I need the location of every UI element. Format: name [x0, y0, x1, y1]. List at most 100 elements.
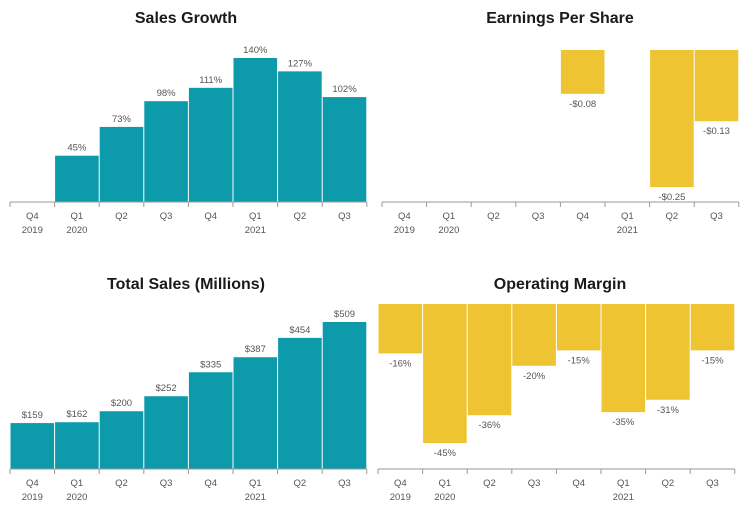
data-label: -35% [612, 417, 635, 428]
tick-label-quarter: Q1 [71, 211, 84, 222]
chart-title: Earnings Per Share [486, 10, 634, 27]
data-label: $159 [22, 410, 43, 421]
bar [378, 304, 423, 354]
tick-label-quarter: Q3 [338, 478, 351, 489]
tick-label-quarter: Q4 [204, 211, 217, 222]
tick-label-year: 2021 [613, 492, 634, 503]
tick-label-quarter: Q2 [666, 211, 679, 222]
bar [188, 87, 233, 202]
data-label: -15% [568, 355, 591, 366]
bar [512, 304, 556, 366]
bar [423, 304, 467, 443]
tick-label-quarter: Q2 [115, 211, 128, 222]
bar [690, 304, 735, 351]
data-label: -20% [523, 371, 546, 382]
tick-label-year: 2020 [66, 225, 87, 236]
tick-label-quarter: Q3 [338, 211, 351, 222]
chart-panel-operating-margin: Operating Margin -16% -45% -36% -20% -15% -35… [374, 276, 746, 516]
earnings-per-share-chart: -$0.08 -$0.25 -$0.13 Q4 2019 Q1 2020 Q2 Q3 Q4 Q1 20… [381, 50, 740, 236]
tick-label-quarter: Q4 [576, 211, 589, 222]
data-label: 45% [67, 143, 87, 154]
chart-panel-sales-growth: Sales Growth 45% 73% 98% 111% 140% 127% 102% Q4… [0, 10, 372, 250]
bar [467, 304, 512, 416]
data-label: 127% [288, 58, 313, 69]
tick-label-quarter: Q1 [617, 478, 630, 489]
operating-margin-chart: -16% -45% -36% -20% -15% -35% -31% -15% Q4 2019 Q1… [377, 304, 736, 503]
tick-label-quarter: Q1 [249, 211, 262, 222]
bar [646, 304, 690, 400]
bar [556, 304, 601, 351]
bar [233, 58, 278, 202]
data-label: -15% [701, 355, 724, 366]
bar [55, 422, 99, 469]
tick-label-quarter: Q4 [26, 478, 39, 489]
tick-label-quarter: Q1 [443, 211, 456, 222]
data-label: $200 [111, 398, 132, 409]
tick-label-quarter: Q3 [160, 211, 173, 222]
tick-label-year: 2021 [617, 225, 638, 236]
tick-label-year: 2020 [434, 492, 455, 503]
bar [278, 337, 322, 469]
bar [233, 357, 278, 469]
bar [601, 304, 646, 413]
chart-panel-total-sales: Total Sales (Millions) $159 $162 $200 $252 $… [0, 276, 372, 516]
tick-label-quarter: Q2 [662, 478, 675, 489]
tick-label-year: 2019 [390, 492, 411, 503]
data-label: $454 [289, 325, 310, 336]
bar [650, 50, 694, 187]
tick-label-quarter: Q1 [71, 478, 84, 489]
bar [99, 411, 144, 469]
data-label: 102% [332, 84, 357, 95]
data-label: -$0.25 [658, 192, 685, 203]
tick-label-quarter: Q3 [710, 211, 723, 222]
bar [322, 97, 367, 202]
bar [694, 50, 739, 122]
tick-label-year: 2019 [22, 492, 43, 503]
data-label: $335 [200, 359, 221, 370]
tick-label-year: 2021 [245, 225, 266, 236]
tick-label-quarter: Q2 [294, 211, 307, 222]
tick-label-quarter: Q1 [621, 211, 634, 222]
data-label: $162 [66, 409, 87, 420]
tick-label-quarter: Q4 [398, 211, 411, 222]
bar [144, 396, 188, 469]
bar [144, 101, 188, 202]
tick-label-year: 2019 [22, 225, 43, 236]
tick-label-quarter: Q2 [294, 478, 307, 489]
chart-panel-earnings-per-share: Earnings Per Share -$0.08 -$0.25 -$0.13 Q4 2… [374, 10, 746, 250]
data-label: -36% [478, 420, 501, 431]
bar [560, 50, 605, 94]
tick-label-year: 2019 [394, 225, 415, 236]
tick-label-quarter: Q4 [204, 478, 217, 489]
tick-label-quarter: Q1 [439, 478, 452, 489]
data-label: 140% [243, 45, 268, 56]
bar [188, 372, 233, 469]
bar [322, 322, 367, 469]
bar [99, 126, 144, 202]
tick-label-quarter: Q3 [532, 211, 545, 222]
tick-label-quarter: Q3 [528, 478, 541, 489]
tick-label-quarter: Q1 [249, 478, 262, 489]
data-label: $252 [156, 383, 177, 394]
chart-title: Total Sales (Millions) [107, 276, 265, 293]
bar [10, 423, 55, 469]
data-label: $509 [334, 309, 355, 320]
data-label: 98% [157, 88, 177, 99]
tick-label-quarter: Q3 [706, 478, 719, 489]
data-label: -16% [389, 358, 412, 369]
tick-label-year: 2020 [438, 225, 459, 236]
total-sales-chart: $159 $162 $200 $252 $335 $387 $454 $509 Q4 2019 Q1… [9, 309, 368, 503]
tick-label-quarter: Q4 [26, 211, 39, 222]
tick-label-quarter: Q3 [160, 478, 173, 489]
bar [278, 71, 322, 202]
data-label: 73% [112, 114, 132, 125]
data-label: $387 [245, 344, 266, 355]
tick-label-quarter: Q2 [483, 478, 496, 489]
chart-title: Operating Margin [493, 276, 627, 293]
bar [55, 155, 99, 202]
tick-label-quarter: Q2 [115, 478, 128, 489]
data-label: -$0.13 [703, 126, 730, 137]
tick-label-quarter: Q4 [572, 478, 585, 489]
sales-growth-chart: 45% 73% 98% 111% 140% 127% 102% Q4 2019 Q1 2020 Q2 Q… [9, 45, 368, 236]
data-label: -$0.08 [569, 99, 596, 110]
